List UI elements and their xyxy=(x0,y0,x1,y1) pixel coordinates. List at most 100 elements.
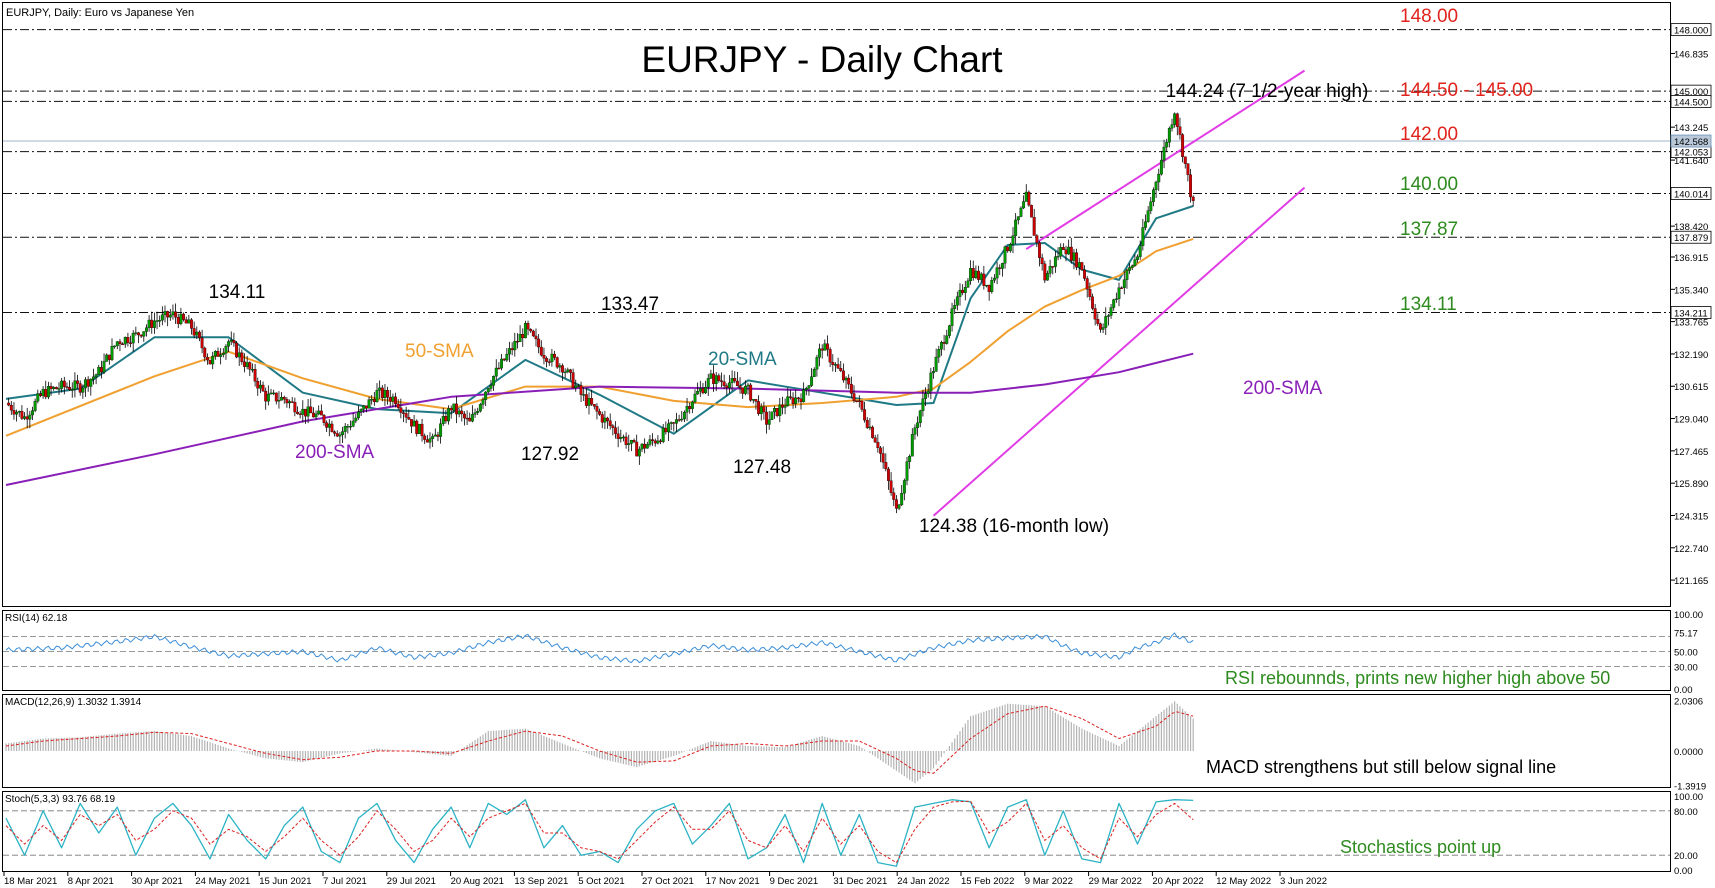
price-scale-label-9: 137.879 xyxy=(1674,233,1708,244)
candle-body xyxy=(274,392,278,402)
candle-body xyxy=(290,401,294,403)
x-label-16: 9 Mar 2022 xyxy=(1025,876,1073,887)
candle-body xyxy=(1072,252,1076,261)
candle-body xyxy=(696,391,700,395)
candle-body xyxy=(516,341,519,343)
price-level-box-7 xyxy=(1670,187,1712,200)
candle-body xyxy=(680,418,684,421)
candle-body xyxy=(637,448,641,457)
candle-body xyxy=(470,414,474,422)
candle-body xyxy=(1083,269,1086,279)
candle-body xyxy=(455,403,458,415)
candle-body xyxy=(640,443,644,450)
price-scale-label-21: 121.165 xyxy=(1674,576,1708,587)
candle-body xyxy=(478,404,482,412)
candle-body xyxy=(447,408,450,422)
candle-body xyxy=(243,361,246,367)
x-label-20: 3 Jun 2022 xyxy=(1280,876,1327,887)
candle-body xyxy=(545,358,549,362)
candle-body xyxy=(23,416,26,419)
candle-body xyxy=(1016,216,1020,221)
candle-body xyxy=(54,387,58,390)
candle-body xyxy=(990,280,994,292)
candle-body xyxy=(796,397,800,399)
candle-body xyxy=(622,436,625,439)
candle-body xyxy=(462,413,466,419)
candle-body xyxy=(1067,246,1071,255)
candle-body xyxy=(547,361,551,363)
price-scale-label-12: 134.211 xyxy=(1674,308,1708,319)
channel-line-lower xyxy=(932,186,1306,517)
level-label-144-145: 144.50 - 145.00 xyxy=(1400,80,1533,101)
price-scale-label-15: 130.615 xyxy=(1674,382,1708,393)
candle-body xyxy=(107,354,111,360)
candle-body xyxy=(70,389,74,391)
candle-body xyxy=(600,414,604,423)
panel-frames xyxy=(2,2,1671,872)
candle-body xyxy=(582,394,586,396)
candle-body xyxy=(76,380,79,384)
candle-body xyxy=(235,342,238,358)
price-level-box-9 xyxy=(1670,230,1712,244)
level-lines xyxy=(3,29,1670,313)
candle-body xyxy=(871,426,874,438)
candle-body xyxy=(863,409,867,421)
chart-title: EURJPY - Daily Chart xyxy=(641,39,1003,80)
candle-body xyxy=(977,270,980,280)
candle-body xyxy=(690,401,694,409)
candle-body xyxy=(722,381,726,386)
candle-body xyxy=(1043,263,1047,281)
candle-body xyxy=(1138,245,1142,257)
candle-body xyxy=(550,353,554,363)
candle-body xyxy=(1128,267,1132,271)
candle-body xyxy=(1093,308,1097,320)
candle-body xyxy=(876,442,880,449)
sma20-label: 20-SMA xyxy=(708,349,777,370)
candle-body xyxy=(648,439,652,445)
candle-body xyxy=(129,342,132,344)
candle-body xyxy=(786,396,790,407)
candle-body xyxy=(910,434,914,457)
candle-body xyxy=(945,335,949,344)
candle-body xyxy=(1175,113,1179,127)
candle-body xyxy=(807,385,811,389)
candle-body xyxy=(375,390,379,403)
x-label-13: 31 Dec 2021 xyxy=(833,876,887,887)
candle-body xyxy=(213,351,217,357)
candle-body xyxy=(1061,247,1065,250)
candle-body xyxy=(436,434,440,437)
candle-body xyxy=(60,380,64,389)
candle-body xyxy=(402,412,405,414)
candle-body xyxy=(566,369,570,373)
x-label-15: 15 Feb 2022 xyxy=(961,876,1014,887)
rsi-scale-label-1: 75.17 xyxy=(1674,629,1698,640)
candle-body xyxy=(873,437,877,443)
candle-body xyxy=(1189,174,1192,198)
candle-body xyxy=(667,423,670,433)
candle-body xyxy=(704,387,708,394)
candle-body xyxy=(205,356,209,361)
candle-body xyxy=(664,427,668,433)
candle-body xyxy=(338,434,342,437)
x-label-9: 5 Oct 2021 xyxy=(578,876,624,887)
rsi-header: RSI(14) 62.18 xyxy=(5,613,68,624)
candle-body xyxy=(137,332,140,336)
price-scale-label-4: 143.245 xyxy=(1674,123,1708,134)
candle-body xyxy=(431,436,435,439)
candle-body xyxy=(1157,173,1161,183)
candle-body xyxy=(955,296,959,306)
candle-body xyxy=(105,354,109,362)
candle-body xyxy=(452,403,456,411)
candle-body xyxy=(81,387,85,393)
candle-body xyxy=(227,341,231,347)
candle-body xyxy=(49,386,53,389)
candle-body xyxy=(635,441,639,457)
candle-body xyxy=(894,499,898,509)
candle-body xyxy=(884,462,888,470)
price-scale-label-3: 144.500 xyxy=(1674,97,1708,108)
candle-body xyxy=(428,438,432,443)
candle-body xyxy=(709,373,713,379)
candle-body xyxy=(306,406,310,417)
candle-body xyxy=(926,390,930,394)
candle-body xyxy=(985,284,988,287)
